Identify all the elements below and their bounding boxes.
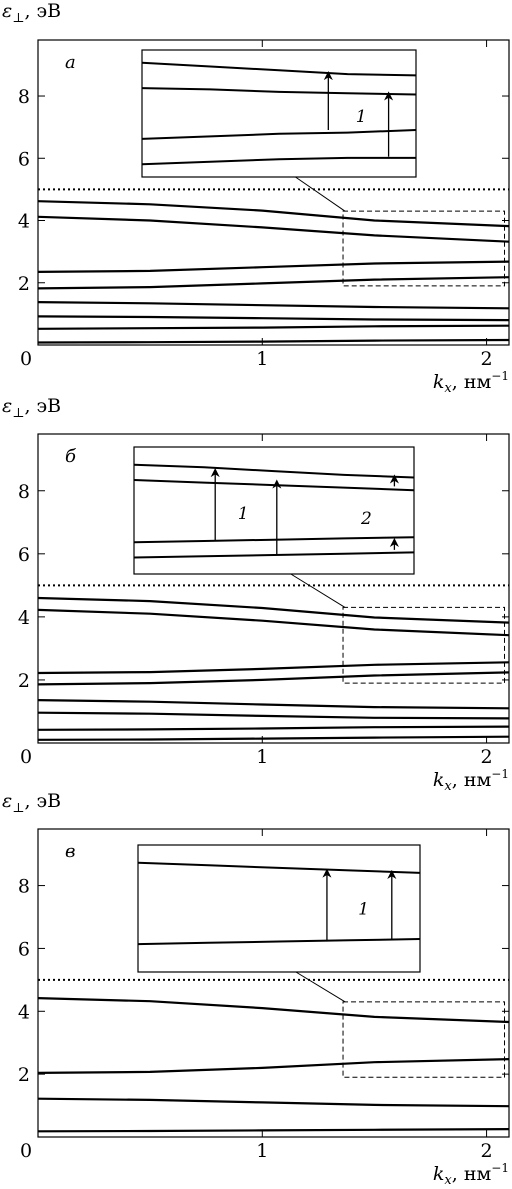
- transition-label-1: 1: [356, 107, 367, 127]
- band-line-8: [37, 338, 510, 344]
- transition-label-1: 1: [238, 504, 249, 524]
- y-tick-label: 4: [18, 211, 30, 233]
- band-line-5: [37, 699, 510, 710]
- y-tick-label: 2: [18, 1064, 30, 1086]
- x-tick-label: 0: [20, 348, 32, 370]
- y-tick-label: 8: [18, 86, 30, 108]
- x-tick-label: 0: [20, 1140, 32, 1162]
- transition-label-1: 1: [358, 900, 369, 920]
- inset-connector: [290, 573, 346, 608]
- x-tick-label: 0: [20, 746, 32, 768]
- band-line-2: [37, 215, 510, 243]
- y-tick-label: 2: [18, 670, 30, 692]
- x-axis-label: kx, нм−1: [433, 369, 509, 396]
- band-line-7: [37, 324, 510, 330]
- x-tick-label: 2: [481, 1140, 493, 1162]
- y-tick-label: 6: [18, 544, 30, 566]
- inset-band-2: [141, 87, 417, 96]
- x-axis-label: kx, нм−1: [433, 1161, 509, 1188]
- band-line-5: [37, 301, 510, 310]
- zoom-box: [342, 606, 506, 684]
- band-line-3: [37, 1097, 510, 1108]
- band-line-8: [37, 735, 510, 741]
- inset-band-3: [133, 536, 415, 544]
- y-axis-label: ε⊥, эВ: [2, 0, 61, 26]
- band-line-4: [37, 1128, 510, 1133]
- plot-frame: [37, 39, 510, 346]
- inset-connector: [295, 176, 346, 212]
- x-tick-label: 2: [481, 746, 493, 768]
- y-axis-label: ε⊥, эВ: [2, 395, 61, 421]
- band-line-1: [37, 997, 510, 1024]
- inset-band-2: [137, 938, 421, 946]
- zoom-box: [342, 1001, 506, 1078]
- plot-frame: [37, 433, 510, 744]
- band-line-4: [37, 671, 510, 686]
- inset-band-1: [133, 463, 415, 479]
- y-tick-label: 4: [18, 607, 30, 629]
- x-axis-label: kx, нм−1: [433, 767, 509, 794]
- x-tick-label: 2: [481, 348, 493, 370]
- y-tick-label: 8: [18, 481, 30, 503]
- panel-label: в: [65, 841, 75, 862]
- band-line-2: [37, 1058, 510, 1074]
- inset-band-4: [141, 156, 416, 166]
- inset-band-3: [141, 129, 417, 140]
- band-line-3: [37, 260, 510, 273]
- inset-frame: [137, 844, 421, 973]
- band-line-6: [37, 711, 510, 720]
- band-line-1: [37, 200, 510, 228]
- inset-band-1: [141, 61, 417, 77]
- y-tick-label: 4: [18, 1001, 30, 1023]
- band-line-2: [37, 608, 510, 637]
- zoom-box: [342, 210, 506, 287]
- x-tick-label: 1: [256, 348, 268, 370]
- x-tick-label: 1: [256, 746, 268, 768]
- band-line-6: [37, 315, 510, 322]
- panel-label: а: [65, 52, 76, 73]
- band-line-7: [37, 725, 510, 731]
- inset-connector: [295, 971, 346, 1003]
- band-line-1: [37, 596, 510, 624]
- band-line-3: [37, 661, 510, 675]
- y-axis-label: ε⊥, эВ: [2, 790, 61, 816]
- y-tick-label: 2: [18, 273, 30, 295]
- y-tick-label: 6: [18, 148, 30, 170]
- band-line-4: [37, 276, 510, 290]
- inset-band-4: [133, 551, 415, 559]
- inset-band-1: [137, 861, 421, 874]
- transition-label-2: 2: [360, 509, 372, 529]
- plot-frame: [37, 828, 510, 1138]
- panel-label: б: [65, 446, 77, 467]
- x-tick-label: 1: [256, 1140, 268, 1162]
- y-tick-label: 6: [18, 938, 30, 960]
- y-tick-label: 8: [18, 876, 30, 898]
